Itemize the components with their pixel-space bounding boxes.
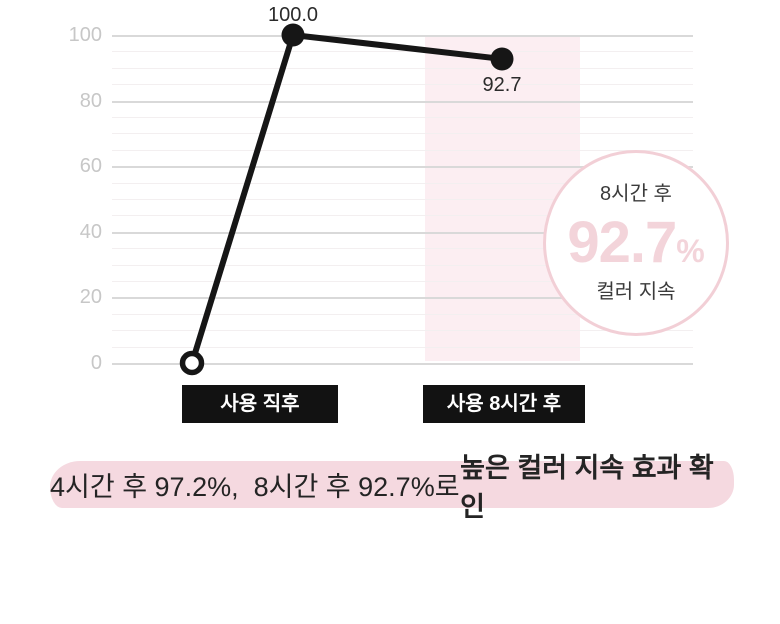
minor-gridline	[112, 281, 693, 282]
data-point-marker	[281, 23, 305, 47]
start-point-marker	[179, 350, 205, 376]
y-axis-tick-label: 0	[90, 352, 102, 374]
data-label-8-hours: 92.7	[482, 73, 522, 96]
minor-gridline	[112, 67, 693, 69]
major-gridline	[112, 231, 693, 234]
caption-text-regular: 4시간 후 97.2%, 8시간 후 92.7%로	[50, 472, 468, 502]
minor-gridline	[112, 133, 693, 135]
major-gridline	[112, 363, 693, 365]
major-gridline	[112, 297, 693, 300]
minor-gridline	[112, 149, 693, 151]
line-series	[179, 23, 514, 376]
data-point-marker	[490, 47, 514, 71]
minor-gridline	[112, 313, 693, 315]
badge-percentage: 92.7%	[567, 213, 705, 271]
y-axis-tick-label: 60	[79, 155, 102, 178]
minor-gridline	[112, 117, 693, 118]
minor-gridline	[112, 84, 693, 86]
series-line	[189, 31, 503, 364]
badge-value-number: 92.7	[567, 209, 677, 275]
minor-gridline	[112, 330, 693, 332]
minor-gridline	[112, 215, 693, 217]
y-axis-tick-label: 80	[79, 89, 102, 112]
minor-gridline	[112, 264, 693, 266]
y-axis-tick-label: 20	[79, 286, 102, 309]
major-gridline	[112, 166, 693, 169]
minor-gridline	[112, 248, 693, 250]
badge-top-label: 8시간 후	[600, 182, 672, 205]
minor-gridline	[112, 346, 693, 348]
result-badge: 8시간 후 92.7% 컬러 지속	[543, 150, 729, 336]
minor-gridline	[112, 51, 693, 53]
category-label-8-hours-after-use: 사용 8시간 후	[423, 385, 585, 423]
y-axis-tick-label: 40	[79, 220, 102, 243]
data-label-immediate: 100.0	[267, 4, 319, 26]
badge-percent-sign: %	[676, 232, 705, 269]
major-gridline	[112, 100, 693, 103]
caption-highlight: 4시간 후 97.2%, 8시간 후 92.7%로 높은 컬러 지속 효과 확인	[50, 453, 734, 522]
minor-gridline	[112, 199, 693, 200]
minor-gridline	[112, 182, 693, 184]
badge-bottom-label: 컬러 지속	[596, 281, 676, 304]
y-axis-tick-label: 100	[68, 24, 102, 46]
category-label-immediately-after-use: 사용 직후	[182, 385, 338, 423]
major-gridline	[112, 35, 693, 37]
caption-text-bold: 높은 컬러 지속 효과 확인	[460, 452, 714, 522]
